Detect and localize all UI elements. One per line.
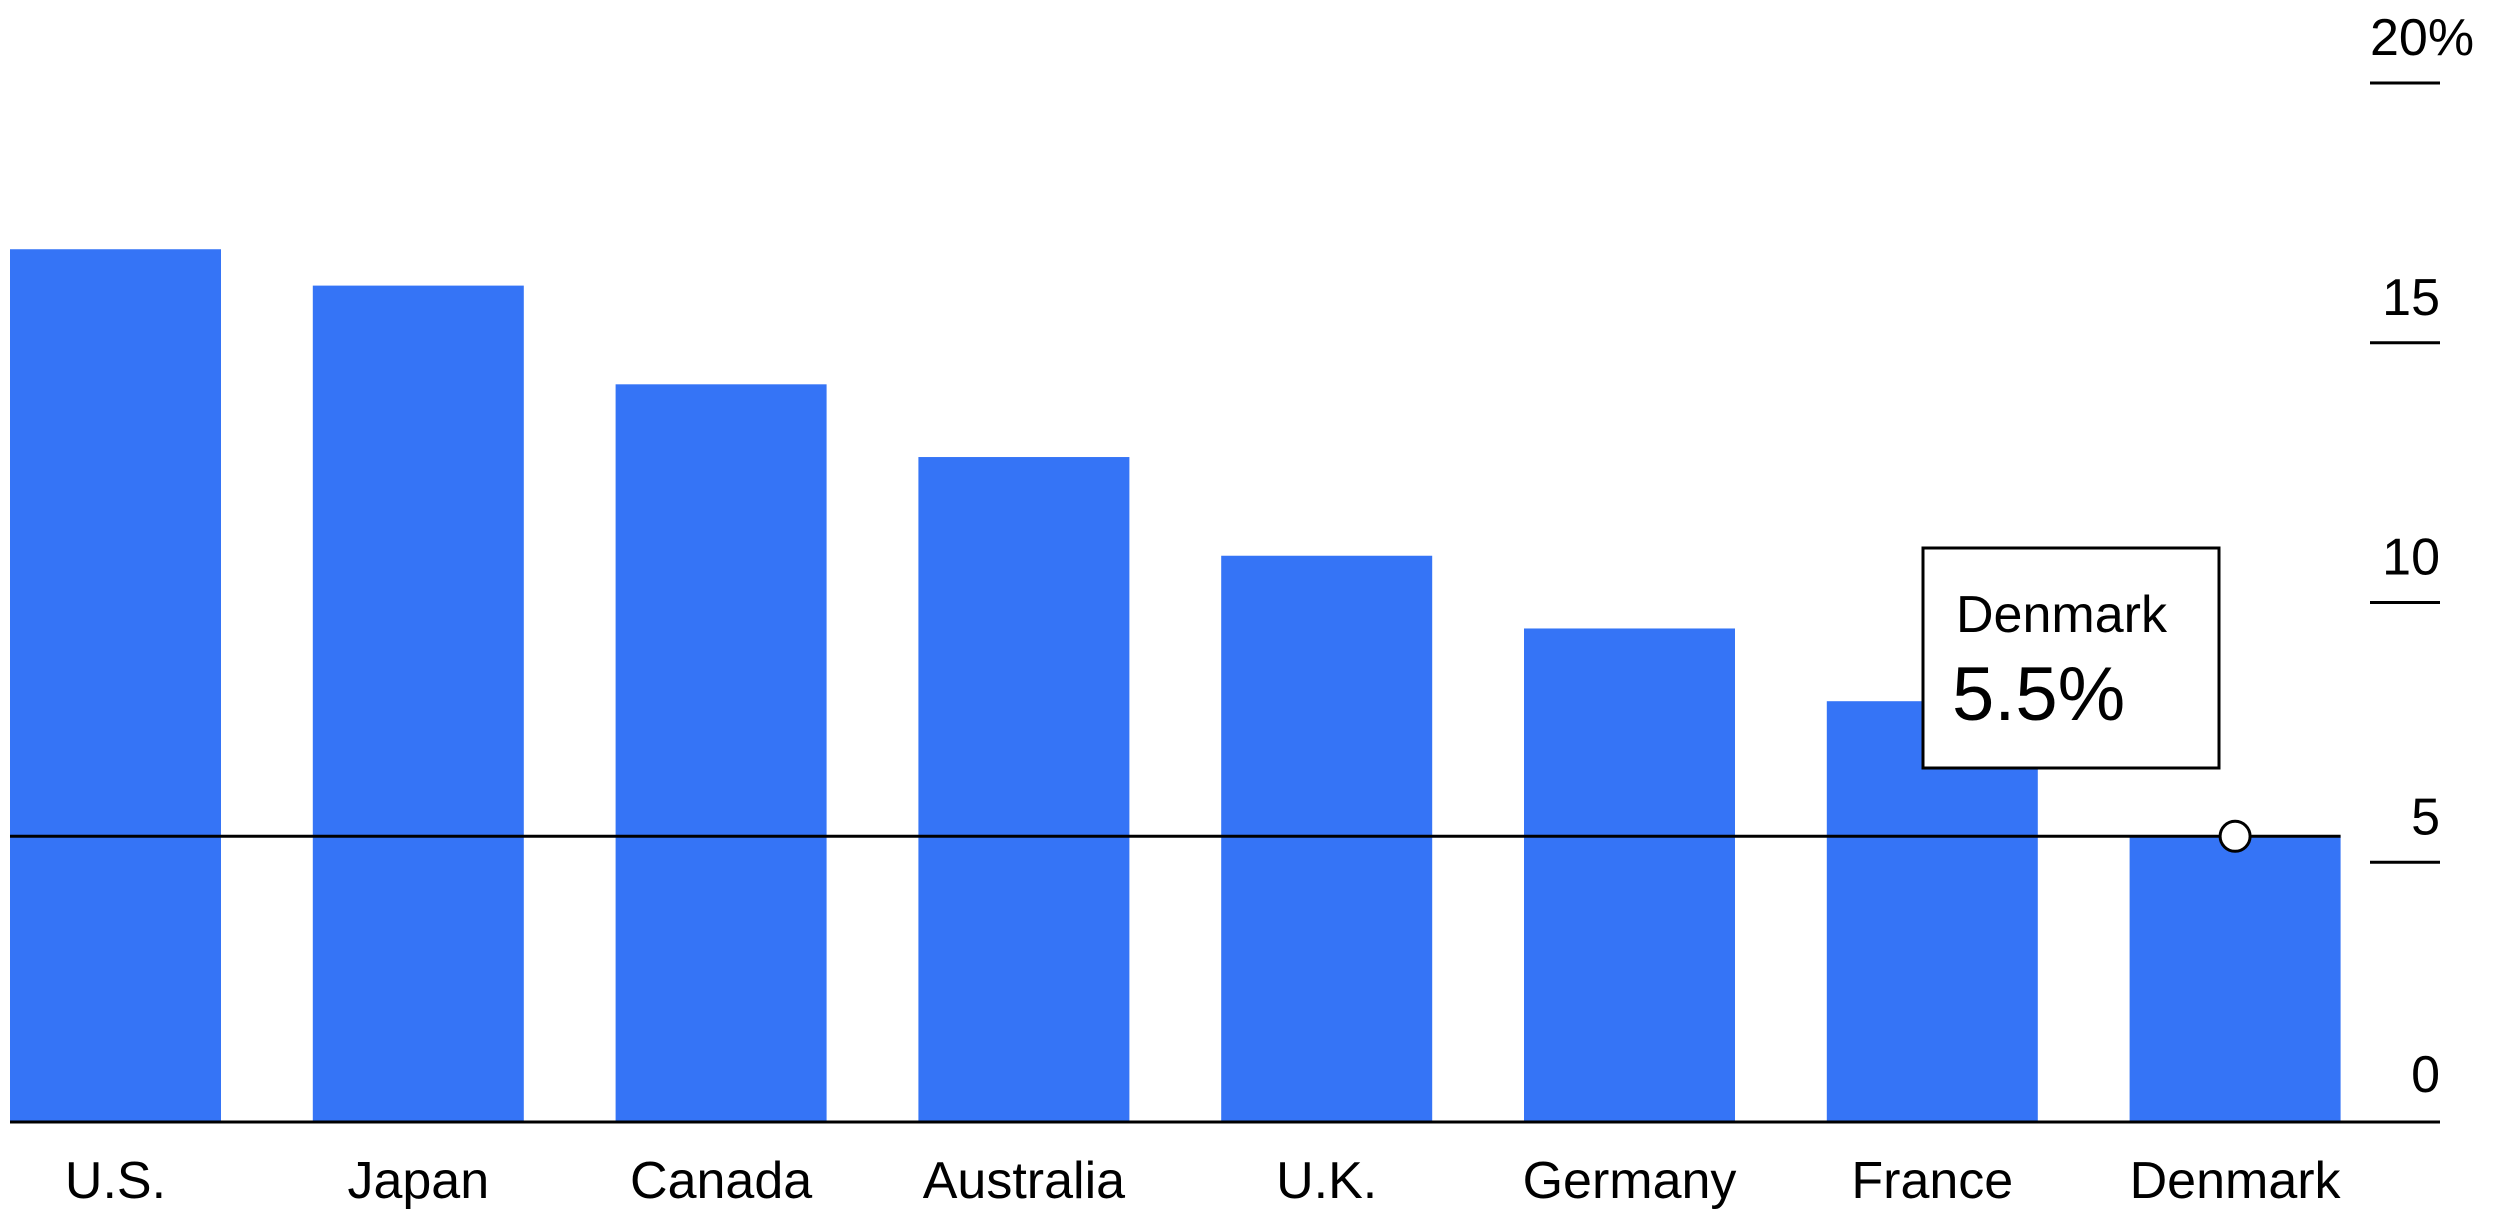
x-tick-label: Germany xyxy=(1523,1152,1737,1210)
bar-us[interactable] xyxy=(10,249,221,1123)
x-tick-label: Denmark xyxy=(2130,1152,2342,1210)
bar-denmark[interactable] xyxy=(2129,836,2341,1122)
bar-france[interactable] xyxy=(1826,701,2038,1122)
bar-germany[interactable] xyxy=(1524,628,1735,1122)
y-tick-label: 20% xyxy=(2370,9,2474,67)
annotation-value: 5.5% xyxy=(1952,652,2125,737)
x-tick-label: Australia xyxy=(923,1152,1125,1210)
x-tick-label: Japan xyxy=(347,1152,489,1210)
x-tick-label: U.K. xyxy=(1276,1152,1377,1210)
bar-australia[interactable] xyxy=(918,457,1130,1122)
annotation-box: Denmark 5.5% xyxy=(1921,546,2221,770)
bars xyxy=(10,249,2341,1123)
x-tick-label: France xyxy=(1851,1152,2013,1210)
y-tick-label: 0 xyxy=(2411,1046,2440,1104)
highlight-point[interactable] xyxy=(2218,819,2252,853)
y-tick-label: 10 xyxy=(2382,529,2440,587)
y-tick-label: 15 xyxy=(2382,269,2440,327)
y-tick-label: 5 xyxy=(2411,788,2440,846)
y-axis: 0 5 10 15 20% xyxy=(2370,9,2474,1104)
x-tick-label: U.S. xyxy=(65,1152,166,1210)
bar-uk[interactable] xyxy=(1221,555,1433,1122)
annotation-label: Denmark xyxy=(1956,586,2168,644)
x-axis-labels: U.S. Japan Canada Australia U.K. Germany Franc… xyxy=(65,1152,2342,1210)
x-tick-label: Canada xyxy=(630,1152,812,1210)
bar-japan[interactable] xyxy=(312,285,524,1123)
bar-canada[interactable] xyxy=(615,384,827,1122)
